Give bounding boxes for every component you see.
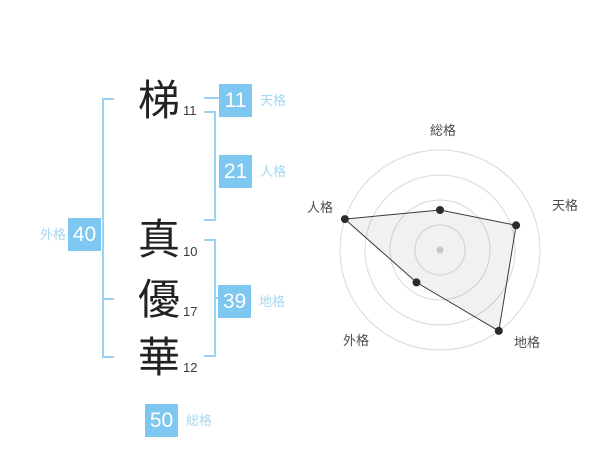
soukaku-value-badge: 50 bbox=[145, 404, 178, 437]
radar-axis-label-soukaku: 総格 bbox=[429, 123, 456, 138]
chikaku-value-badge: 39 bbox=[218, 285, 251, 318]
radar-axis-label-jinkaku: 人格 bbox=[306, 200, 333, 215]
jinkaku-label: 人格 bbox=[260, 164, 287, 179]
chikaku-bracket-connector bbox=[214, 297, 220, 299]
soukaku-label: 総格 bbox=[186, 413, 213, 428]
gaikaku-label: 外格 bbox=[40, 227, 67, 242]
gaikaku-bracket-tick-mid bbox=[102, 298, 114, 300]
radar-grid-ring bbox=[414, 224, 466, 276]
jinkaku-bracket-tick-bottom bbox=[204, 219, 216, 221]
radar-data-point bbox=[340, 215, 349, 224]
tenkaku-bracket-tick bbox=[204, 97, 219, 99]
name-character-4: 華 bbox=[137, 334, 180, 381]
gaikaku-value-badge: 40 bbox=[68, 218, 101, 251]
gaikaku-bracket-tick-top bbox=[102, 98, 114, 100]
gaikaku-bracket-tick-bottom bbox=[102, 356, 114, 358]
radar-grid-ring bbox=[339, 149, 541, 351]
radar-data-point bbox=[494, 326, 503, 335]
stroke-count-4: 12 bbox=[183, 360, 198, 375]
jinkaku-bracket-tick-top bbox=[204, 111, 216, 113]
stroke-count-2: 10 bbox=[183, 244, 198, 259]
name-character-2: 真 bbox=[137, 216, 180, 263]
jinkaku-value-badge: 21 bbox=[219, 155, 252, 188]
tenkaku-value-badge: 11 bbox=[219, 84, 252, 117]
radar-grid-ring bbox=[364, 174, 516, 326]
name-character-1: 梯 bbox=[137, 77, 180, 124]
radar-axis-label-tenkaku: 天格 bbox=[551, 198, 578, 213]
radar-data-point bbox=[512, 221, 521, 230]
radar-axis-label-gaikaku: 外格 bbox=[342, 333, 369, 348]
chikaku-label: 地格 bbox=[259, 294, 286, 309]
radar-data-polygon bbox=[343, 209, 517, 332]
radar-chart bbox=[339, 149, 541, 351]
radar-data-point bbox=[436, 206, 444, 214]
radar-data-point bbox=[412, 278, 421, 287]
stroke-count-1: 11 bbox=[183, 103, 197, 118]
chikaku-bracket-tick-top bbox=[204, 239, 216, 241]
radar-center-dot bbox=[436, 246, 444, 254]
tenkaku-label: 天格 bbox=[260, 93, 287, 108]
radar-axis-label-chikaku: 地格 bbox=[513, 335, 540, 350]
radar-grid-ring bbox=[389, 199, 491, 301]
jinkaku-bracket-line bbox=[214, 111, 216, 221]
chikaku-bracket-tick-bottom bbox=[204, 355, 216, 357]
name-character-3: 優 bbox=[137, 276, 180, 323]
stroke-count-3: 17 bbox=[183, 304, 198, 319]
gaikaku-bracket-line bbox=[102, 98, 104, 358]
